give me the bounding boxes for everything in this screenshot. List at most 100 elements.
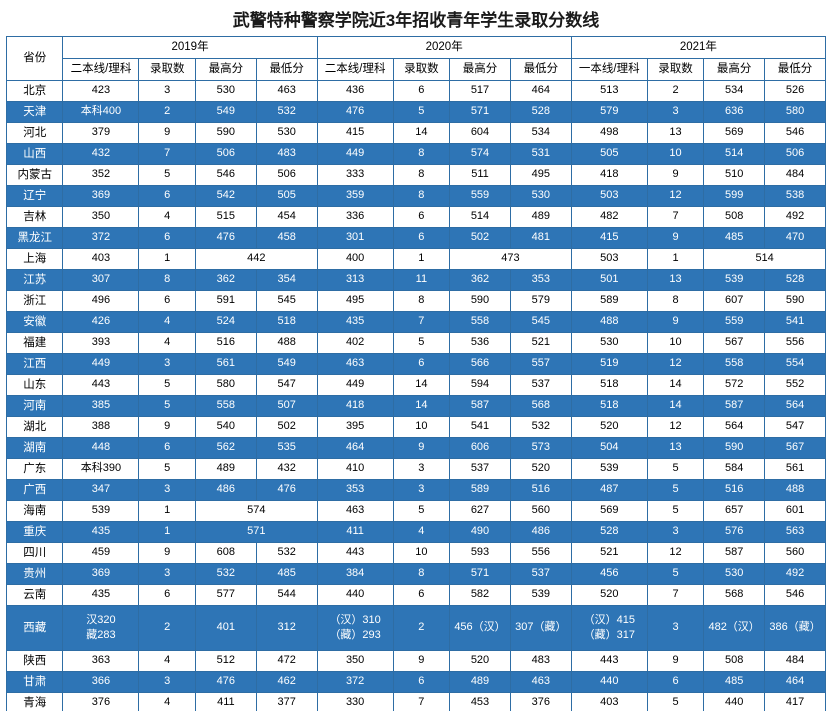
cell-2020-line: 443 <box>316 542 394 564</box>
cell-2020-count: 6 <box>392 353 451 375</box>
cell-2020-min: 521 <box>509 332 572 354</box>
cell-2020-count: 6 <box>392 584 451 606</box>
cell-2019-count: 2 <box>138 605 196 651</box>
cell-2019-line: 376 <box>62 692 140 711</box>
cell-2019-count: 5 <box>138 458 196 480</box>
cell-2021-count: 10 <box>646 143 705 165</box>
row-province: 福建 <box>5 332 64 354</box>
cell-2021-min: 528 <box>764 269 826 291</box>
cell-2021-line: 520 <box>570 416 648 438</box>
cell-2020-count: 5 <box>392 332 451 354</box>
cell-2020-count: 10 <box>392 542 451 564</box>
row-province: 甘肃 <box>5 671 64 693</box>
cell-2021-min: 552 <box>764 374 826 396</box>
cell-2019-count: 9 <box>138 416 196 438</box>
header-2020-line: 二本线/理科 <box>316 58 394 81</box>
cell-2020-score: 473 <box>449 248 572 270</box>
cell-2020-count: 14 <box>392 122 451 144</box>
cell-2020-count: 3 <box>392 458 451 480</box>
cell-2020-max: 520 <box>449 650 511 672</box>
cell-2019-min: 454 <box>255 206 318 228</box>
cell-2021-min: 484 <box>764 650 826 672</box>
cell-2021-count: 12 <box>646 185 705 207</box>
table-row: 湖北 388 9 540 502 395 10 541 532 520 12 564 547 <box>5 416 826 438</box>
cell-2020-count: 1 <box>392 248 451 270</box>
cell-2019-line: 449 <box>62 353 140 375</box>
cell-2019-count: 6 <box>138 437 196 459</box>
cell-2021-line: 418 <box>570 164 648 186</box>
cell-2019-max: 524 <box>194 311 257 333</box>
row-province: 广西 <box>5 479 64 501</box>
table-row: 江西 449 3 561 549 463 6 566 557 519 12 558 554 <box>5 353 826 375</box>
cell-2021-line: 482 <box>570 206 648 228</box>
cell-2019-count: 5 <box>138 164 196 186</box>
cell-2021-line: 579 <box>570 101 648 123</box>
cell-2020-line: 400 <box>316 248 394 270</box>
row-province: 四川 <box>5 542 64 564</box>
row-province: 天津 <box>5 101 64 123</box>
cell-2020-min: 556 <box>509 542 572 564</box>
cell-2020-line: 313 <box>316 269 394 291</box>
table-row: 山东 443 5 580 547 449 14 594 537 518 14 572 552 <box>5 374 826 396</box>
cell-2020-count: 4 <box>392 521 451 543</box>
cell-2020-max: 490 <box>449 521 511 543</box>
cell-2019-line: 443 <box>62 374 140 396</box>
cell-2019-max: 476 <box>194 671 257 693</box>
row-province: 湖南 <box>5 437 64 459</box>
cell-2019-line: 393 <box>62 332 140 354</box>
table-row: 广东 本科390 5 489 432 410 3 537 520 539 5 584 561 <box>5 458 826 480</box>
cell-2019-line: 372 <box>62 227 140 249</box>
cell-2021-count: 5 <box>646 500 705 522</box>
cell-2019-line: 426 <box>62 311 140 333</box>
cell-2019-count: 7 <box>138 143 196 165</box>
cell-2020-max: 517 <box>449 80 511 102</box>
table-row: 重庆 435 1 571 411 4 490 486 528 3 576 563 <box>5 521 826 543</box>
header-2019-min: 最低分 <box>255 58 318 81</box>
cell-2019-count: 9 <box>138 122 196 144</box>
cell-2021-max: 569 <box>703 122 766 144</box>
cell-2020-max: 604 <box>449 122 511 144</box>
cell-2021-min: 563 <box>764 521 826 543</box>
cell-2020-max: 456（汉） <box>449 605 511 651</box>
cell-2019-line: 435 <box>62 584 140 606</box>
cell-2020-min: 464 <box>509 80 572 102</box>
cell-2020-min: 532 <box>509 416 572 438</box>
cell-2019-min: 472 <box>255 650 318 672</box>
cell-2020-max: 589 <box>449 479 511 501</box>
cell-2020-min: 376 <box>509 692 572 711</box>
cell-2019-max: 411 <box>194 692 257 711</box>
header-2021-line: 一本线/理科 <box>570 58 648 81</box>
cell-2021-max: 584 <box>703 458 766 480</box>
cell-2021-line: 498 <box>570 122 648 144</box>
header-2021-count: 录取数 <box>646 58 705 81</box>
table-row: 吉林 350 4 515 454 336 6 514 489 482 7 508 492 <box>5 206 826 228</box>
cell-2020-max: 558 <box>449 311 511 333</box>
cell-2021-max: 534 <box>703 80 766 102</box>
cell-2019-count: 1 <box>138 521 196 543</box>
cell-2021-line: 589 <box>570 290 648 312</box>
cell-2019-max: 562 <box>194 437 257 459</box>
header-2019-line: 二本线/理科 <box>62 58 140 81</box>
cell-2020-max: 571 <box>449 101 511 123</box>
cell-2020-line: 402 <box>316 332 394 354</box>
cell-2019-min: 532 <box>255 542 318 564</box>
cell-2021-count: 6 <box>646 671 705 693</box>
cell-2019-line: 350 <box>62 206 140 228</box>
cell-2021-max: 599 <box>703 185 766 207</box>
cell-2020-count: 8 <box>392 290 451 312</box>
table-row: 北京 423 3 530 463 436 6 517 464 513 2 534 526 <box>5 80 826 102</box>
cell-2020-min: 534 <box>509 122 572 144</box>
cell-2021-max: 657 <box>703 500 766 522</box>
cell-2021-count: 5 <box>646 692 705 711</box>
cell-2019-count: 8 <box>138 269 196 291</box>
cell-2019-max: 515 <box>194 206 257 228</box>
row-province: 内蒙古 <box>5 164 64 186</box>
cell-2021-line: 504 <box>570 437 648 459</box>
cell-2019-line: 496 <box>62 290 140 312</box>
cell-2021-count: 12 <box>646 353 705 375</box>
cell-2019-min: 458 <box>255 227 318 249</box>
cell-2021-max: 572 <box>703 374 766 396</box>
cell-2021-count: 1 <box>646 248 705 270</box>
cell-2019-max: 542 <box>194 185 257 207</box>
cell-2021-max: 559 <box>703 311 766 333</box>
